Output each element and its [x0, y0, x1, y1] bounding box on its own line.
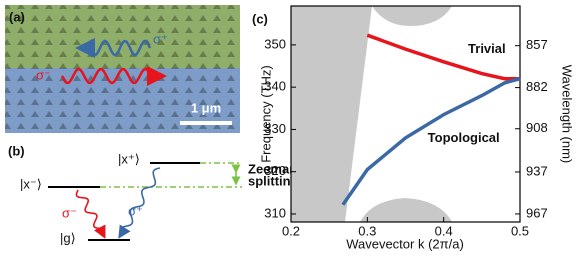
y-tick-label: 320 [264, 163, 286, 178]
y2-tick-label: 937 [526, 163, 548, 178]
series-line [341, 77, 521, 206]
zeeman-label: Zeeman [248, 161, 297, 176]
x-axis-label: Wavevector k (2π/a) [346, 236, 464, 251]
x-tick-label: 0.5 [511, 223, 529, 238]
scale-label: 1 μm [191, 100, 221, 115]
y2-tick-label: 967 [526, 205, 548, 220]
panel-label: (b) [8, 143, 25, 158]
y-axis-label: Frequency (THz) [258, 65, 273, 163]
y2-tick-label: 882 [526, 79, 548, 94]
y-tick-label: 310 [264, 205, 286, 220]
transition-arrow [118, 167, 161, 239]
y2-tick-label: 908 [526, 120, 548, 135]
y-tick-label: 340 [264, 79, 286, 94]
x-tick-label: 0.2 [282, 223, 300, 238]
sigma-minus: σ⁻ [36, 67, 51, 82]
x-tick-label: 0.4 [435, 223, 453, 238]
sigma-minus: σ⁻ [62, 205, 77, 220]
level-label: |g⟩ [60, 230, 76, 245]
x-tick-label: 0.3 [358, 223, 376, 238]
level-label: |x⁻⟩ [20, 176, 42, 191]
band-region [372, 6, 452, 26]
series-label: Topological [428, 130, 500, 145]
transition-arrow [75, 189, 106, 239]
sigma-plus: σ⁺ [128, 203, 143, 218]
y-tick-label: 330 [264, 121, 286, 136]
series-line [366, 33, 520, 81]
panel-label: (c) [252, 11, 268, 26]
band-region [360, 198, 452, 222]
y-tick-label: 350 [264, 36, 286, 51]
sigma-plus: σ⁺ [153, 31, 168, 46]
level-label: |x⁺⟩ [118, 151, 140, 166]
light-cone [291, 6, 372, 222]
wave-arrow [75, 38, 152, 58]
wave-arrow [60, 66, 167, 86]
plot-frame [290, 5, 521, 223]
zeeman-label: splitting [248, 173, 299, 188]
y2-tick-label: 857 [526, 37, 548, 52]
panel-label: (a) [9, 9, 25, 24]
series-label: Trivial [468, 41, 506, 56]
y2-axis-label: Wavelength (nm) [560, 65, 575, 164]
